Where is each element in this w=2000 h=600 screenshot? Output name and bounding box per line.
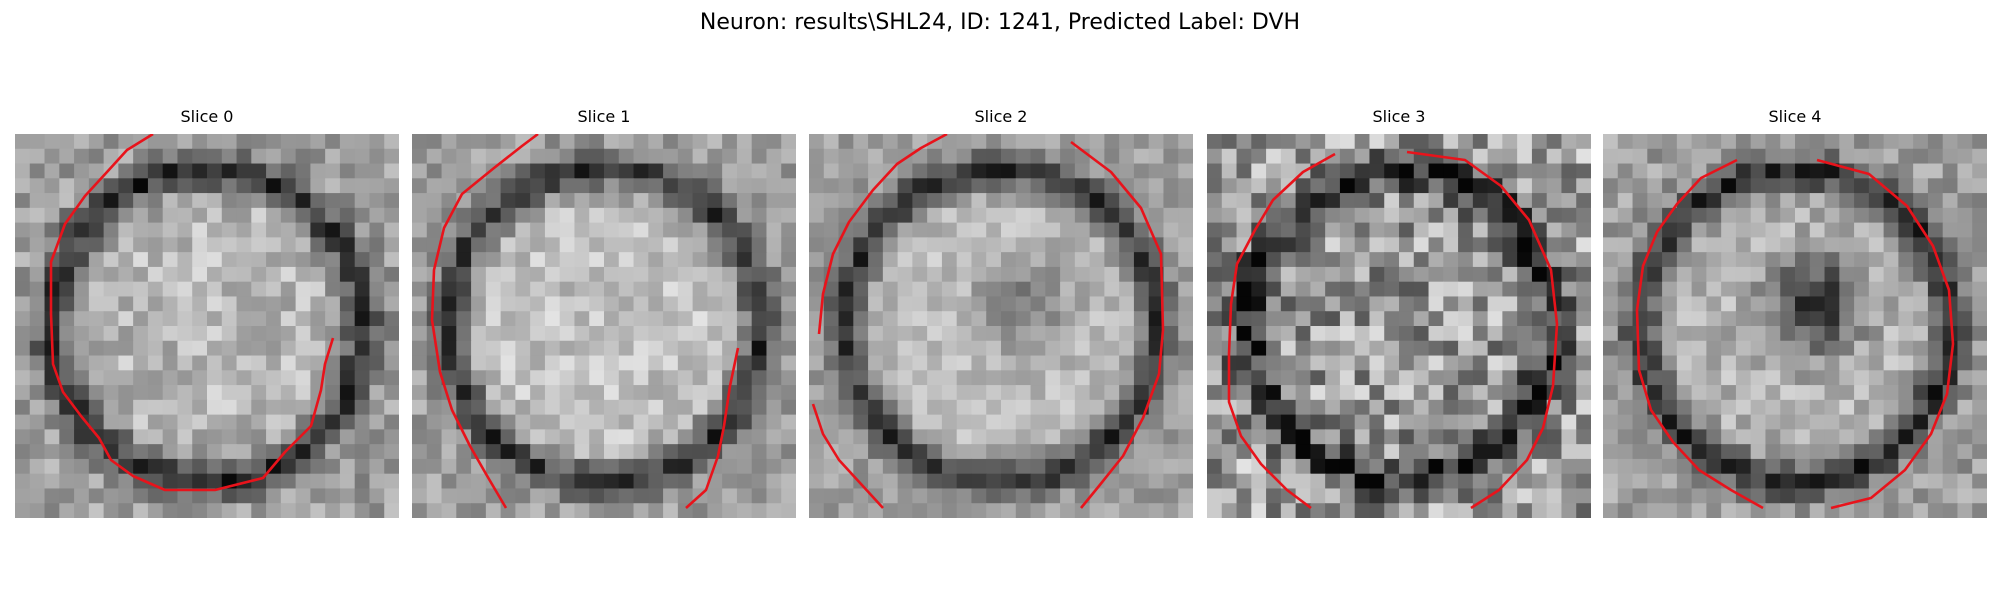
figure-title: Neuron: results\SHL24, ID: 1241, Predict… <box>699 10 1301 35</box>
slice-title: Slice 4 <box>1768 107 1822 126</box>
slice-title: Slice 3 <box>1372 107 1426 126</box>
segmentation-contour <box>811 134 1165 509</box>
slice-title: Slice 1 <box>577 107 631 126</box>
slice-image <box>15 134 399 518</box>
segmentation-contour <box>430 134 740 509</box>
pixel-grid <box>15 134 399 518</box>
slice-image <box>412 134 796 518</box>
segmentation-contour <box>1227 150 1559 510</box>
slice-panel-3: Slice 3 <box>1207 106 1591 518</box>
segmentation-contour <box>1635 158 1955 510</box>
slice-image <box>1207 134 1591 518</box>
pixel-grid <box>809 134 1193 518</box>
slice-panel-4: Slice 4 <box>1603 106 1987 518</box>
slice-image <box>809 134 1193 518</box>
pixel-grid <box>1207 134 1591 518</box>
slice-title: Slice 0 <box>180 107 234 126</box>
pixel-grid <box>412 134 796 518</box>
pixel-grid <box>1603 134 1987 518</box>
slice-panel-1: Slice 1 <box>412 106 796 518</box>
slice-title: Slice 2 <box>974 107 1028 126</box>
slice-panel-2: Slice 2 <box>809 106 1193 518</box>
slice-panel-0: Slice 0 <box>15 106 399 518</box>
segmentation-contour <box>49 134 335 492</box>
slice-image <box>1603 134 1987 518</box>
